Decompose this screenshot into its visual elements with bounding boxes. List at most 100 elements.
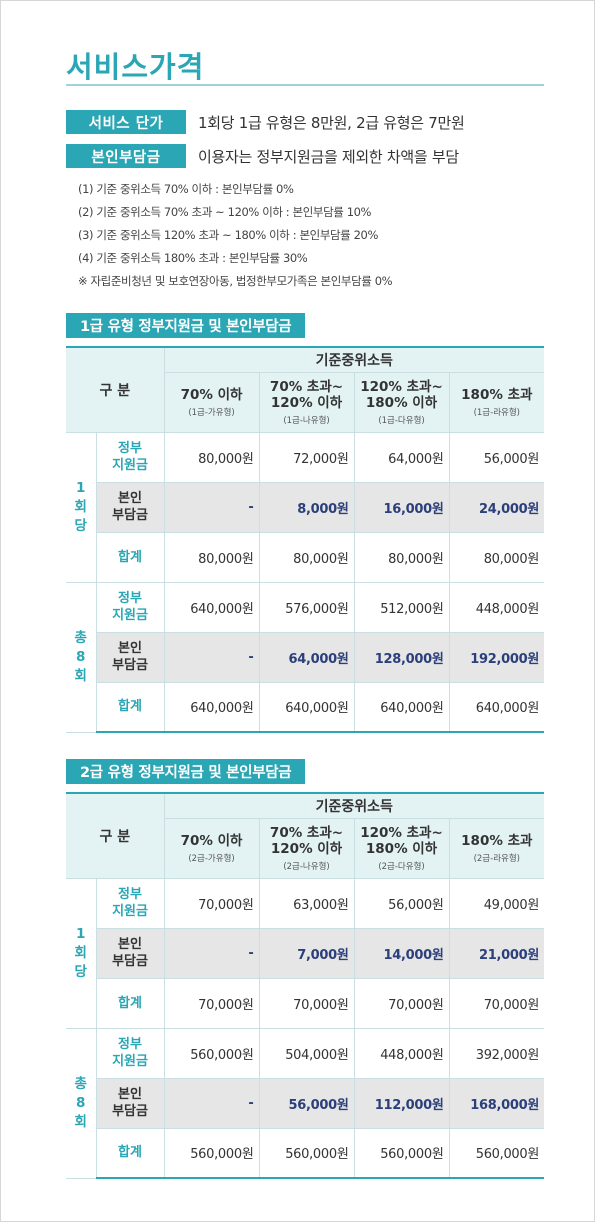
value-cell: 70,000원 [163, 877, 260, 929]
value-cell: 70,000원 [353, 977, 450, 1029]
copay-row: 본인부담금 이용자는 정부지원금을 제외한 차액을 부담 [66, 144, 459, 168]
cell-text: 합계 [118, 1145, 142, 1161]
value-cell: 560,000원 [353, 1127, 450, 1179]
service-price-text: 1회당 1급 유형은 8만원, 2급 유형은 7만원 [198, 113, 465, 132]
row-label: 본인 부담금 [96, 631, 165, 683]
cell-text: 합계 [118, 699, 142, 715]
value-cell: 640,000원 [258, 681, 355, 733]
cell-text: 합계 [118, 549, 142, 565]
column-type-label: (2급-가유형) [188, 853, 235, 864]
value-cell: 512,000원 [353, 581, 450, 633]
table-row: 본인 부담금 -8,000원 16,000원 24,000원 [66, 481, 545, 533]
value-cell: 64,000원 [258, 631, 355, 683]
value-cell: 56,000원 [258, 1077, 355, 1129]
cell-text: 180% 초과 [461, 386, 533, 403]
cell-text: 70% 초과~ 120% 이하 [269, 378, 344, 411]
value-cell: 49,000원 [448, 877, 545, 929]
value-cell: 192,000원 [448, 631, 545, 683]
copay-text: 이용자는 정부지원금을 제외한 차액을 부담 [198, 147, 459, 166]
table-row: 합계 640,000원 640,000원 640,000원 640,000원 [66, 681, 545, 733]
value-cell: 128,000원 [353, 631, 450, 683]
value-cell: 72,000원 [258, 431, 355, 483]
column-type-label: (2급-라유형) [473, 853, 520, 864]
value-cell: 168,000원 [448, 1077, 545, 1129]
value-cell: - [163, 927, 260, 979]
income-column-header: 120% 초과~ 180% 이하 (1급-다유형) [353, 371, 450, 433]
value-cell: 70,000원 [258, 977, 355, 1029]
row-label: 본인 부담금 [96, 481, 165, 533]
cell-text: 1 회 당 [74, 925, 87, 980]
note-item: (2) 기준 중위소득 70% 초과 ~ 120% 이하 : 본인부담률 10% [78, 205, 372, 219]
grade1-price-table: 구 분 기준중위소득 70% 이하 (1급-가유형) 70% 초과~ 120% 이하 (1… [66, 346, 545, 733]
service-price-row: 서비스 단가 1회당 1급 유형은 8만원, 2급 유형은 7만원 [66, 110, 465, 134]
value-cell: 63,000원 [258, 877, 355, 929]
corner-header: 구 분 [66, 792, 165, 879]
row-label: 정부 지원금 [95, 581, 165, 633]
note-item: (4) 기준 중위소득 180% 초과 : 본인부담률 30% [78, 251, 308, 265]
income-column-header: 180% 초과 (2급-라유형) [448, 817, 545, 879]
value-cell: 70,000원 [448, 977, 545, 1029]
value-cell: 576,000원 [258, 581, 355, 633]
table-row: 총 8 회 정부 지원금 560,000원 504,000원 448,000원 392,0… [66, 1027, 545, 1179]
value-cell: 64,000원 [353, 431, 450, 483]
table-row: 합계 80,000원 80,000원 80,000원 80,000원 [66, 531, 545, 583]
income-column-header: 70% 초과~ 120% 이하 (2급-나유형) [258, 817, 355, 879]
group-label: 1 회 당 [66, 431, 97, 583]
value-cell: 640,000원 [163, 581, 260, 633]
value-cell: - [163, 631, 260, 683]
group-label: 총 8 회 [66, 1027, 97, 1179]
income-column-header: 70% 이하 (2급-가유형) [164, 817, 260, 879]
table-row: 본인 부담금 -64,000원 128,000원 192,000원 [66, 631, 545, 683]
value-cell: 560,000원 [258, 1127, 355, 1179]
value-cell: 56,000원 [448, 431, 545, 483]
row-label: 정부 지원금 [95, 877, 165, 929]
value-cell: 80,000원 [448, 531, 545, 583]
table-row: 합계 560,000원 560,000원 560,000원 560,000원 [66, 1127, 545, 1179]
value-cell: 56,000원 [353, 877, 450, 929]
value-cell: 112,000원 [353, 1077, 450, 1129]
cell-text: 정부 지원금 [112, 441, 148, 473]
income-header: 기준중위소득 [163, 792, 545, 819]
group-label: 1 회 당 [66, 877, 97, 1029]
cell-text: 본인 부담금 [112, 491, 148, 523]
cell-text: 본인 부담금 [112, 1087, 148, 1119]
value-cell: 80,000원 [258, 531, 355, 583]
value-cell: 80,000원 [353, 531, 450, 583]
value-cell: 560,000원 [163, 1027, 260, 1079]
income-header: 기준중위소득 [163, 346, 545, 373]
cell-text: 70% 이하 [180, 386, 243, 403]
group-label: 총 8 회 [66, 581, 97, 733]
header-row: 구 분 기준중위소득 [66, 346, 545, 433]
value-cell: 7,000원 [258, 927, 355, 979]
table-row: 합계 70,000원 70,000원 70,000원 70,000원 [66, 977, 545, 1029]
table1-title: 1급 유형 정부지원금 및 본인부담금 [66, 313, 306, 338]
cell-text: 합계 [118, 995, 142, 1011]
value-cell: 448,000원 [353, 1027, 450, 1079]
value-cell: - [163, 1077, 260, 1129]
value-cell: 640,000원 [353, 681, 450, 733]
column-type-label: (1급-라유형) [473, 407, 520, 418]
row-label: 본인 부담금 [96, 1077, 165, 1129]
row-label: 정부 지원금 [95, 431, 165, 483]
note-item: (3) 기준 중위소득 120% 초과 ~ 180% 이하 : 본인부담률 20… [78, 228, 378, 242]
table-row: 1 회 당 정부 지원금 80,000원 72,000원 64,000원 56,000원 [66, 431, 545, 583]
cell-text: 180% 초과 [461, 832, 533, 849]
value-cell: 560,000원 [163, 1127, 260, 1179]
column-type-label: (2급-나유형) [283, 861, 330, 872]
row-label: 정부 지원금 [95, 1027, 165, 1079]
cell-text: 70% 초과~ 120% 이하 [269, 824, 344, 857]
service-price-tag: 서비스 단가 [66, 110, 186, 134]
column-type-label: (1급-나유형) [283, 415, 330, 426]
cell-text: 70% 이하 [180, 832, 243, 849]
note-item: ※ 자립준비청년 및 보호연장아동, 법정한부모가족은 본인부담률 0% [78, 274, 393, 288]
table2-title: 2급 유형 정부지원금 및 본인부담금 [66, 759, 306, 784]
row-label: 본인 부담금 [96, 927, 165, 979]
column-header-row: 70% 이하 (1급-가유형) 70% 초과~ 120% 이하 (1급-나유형) 120… [66, 371, 545, 433]
note-item: (1) 기준 중위소득 70% 이하 : 본인부담률 0% [78, 182, 294, 196]
table-row: 본인 부담금 -7,000원 14,000원 21,000원 [66, 927, 545, 979]
value-cell: 24,000원 [448, 481, 545, 533]
title-divider [66, 84, 544, 86]
row-label: 합계 [96, 531, 165, 583]
row-label: 합계 [96, 1127, 165, 1179]
value-cell: 70,000원 [163, 977, 260, 1029]
